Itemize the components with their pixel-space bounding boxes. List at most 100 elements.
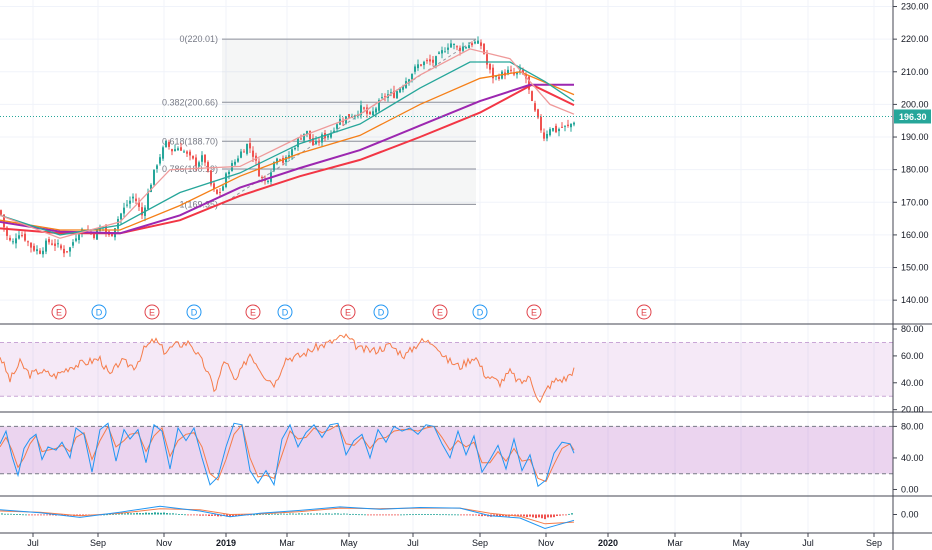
macd-histogram-bar [19, 514, 21, 516]
candle-body [177, 148, 179, 151]
candle-body [417, 64, 419, 69]
macd-histogram-bar [565, 514, 567, 516]
candle-body [495, 75, 497, 77]
macd-histogram-bar [556, 514, 558, 516]
macd-histogram-bar [64, 514, 66, 516]
earnings-marker[interactable]: E [245, 304, 261, 320]
macd-histogram-bar [571, 513, 573, 515]
candle-body [96, 229, 98, 240]
candle-body [336, 124, 338, 129]
time-tick-label: Sep [866, 538, 882, 548]
macd-histogram-bar [397, 514, 399, 516]
macd-histogram-bar [184, 514, 186, 516]
candle-body [36, 249, 38, 252]
candle-body [129, 200, 131, 204]
time-tick-label: May [732, 538, 750, 548]
macd-histogram-bar [262, 513, 264, 515]
macd-histogram-bar [253, 514, 255, 516]
macd-histogram-bar [187, 514, 189, 516]
price-tick-label: 150.00 [901, 263, 929, 273]
candle-body [375, 108, 377, 113]
earnings-marker[interactable]: E [51, 304, 67, 320]
candle-body [315, 141, 317, 144]
earnings-marker[interactable]: E [636, 304, 652, 320]
macd-histogram-bar [517, 514, 519, 517]
dividend-marker[interactable]: D [373, 304, 389, 320]
macd-histogram-bar [412, 514, 414, 516]
macd-histogram-bar [400, 514, 402, 516]
candle-body [162, 147, 164, 159]
earnings-marker[interactable]: E [340, 304, 356, 320]
price-tick-label: 140.00 [901, 295, 929, 305]
macd-histogram-bar [439, 514, 441, 516]
candle-body [297, 138, 299, 148]
candle-body [390, 92, 392, 94]
candle-body [39, 250, 41, 254]
event-circle [277, 304, 293, 320]
macd-histogram-bar [124, 513, 126, 515]
macd-histogram-bar [424, 514, 426, 515]
stochastic-pane [0, 422, 893, 488]
event-circle [91, 304, 107, 320]
event-letter: E [345, 308, 351, 318]
stoch-tick-label: 40.00 [901, 453, 924, 463]
dividend-marker[interactable]: D [186, 304, 202, 320]
macd-histogram-bar [274, 513, 276, 515]
macd-histogram-bar [217, 514, 219, 517]
earnings-marker[interactable]: E [144, 304, 160, 320]
candle-body [294, 148, 296, 150]
candle-body [75, 238, 77, 241]
candle-body [555, 125, 557, 133]
candle-body [363, 107, 365, 109]
rsi-tick-label: 60.00 [901, 351, 924, 361]
candle-body [132, 196, 134, 199]
event-letter: E [437, 308, 443, 318]
fibonacci-retracement[interactable]: 0(220.01)0.382(200.66)0.618(188.70)0.786… [162, 34, 477, 209]
dividend-marker[interactable]: D [472, 304, 488, 320]
time-tick-label: 2019 [216, 538, 236, 548]
macd-histogram-bar [445, 514, 447, 516]
macd-histogram-bar [454, 514, 456, 516]
candle-body [447, 47, 449, 50]
macd-histogram-bar [367, 514, 369, 516]
macd-histogram-bar [484, 514, 486, 516]
macd-histogram-bar [451, 514, 453, 516]
candle-body [489, 63, 491, 70]
candle-body [492, 67, 494, 79]
earnings-marker[interactable]: E [432, 304, 448, 320]
macd-histogram-bar [106, 514, 108, 516]
macd-histogram-bar [301, 513, 303, 515]
candle-body [567, 124, 569, 126]
macd-histogram-bar [541, 514, 543, 519]
macd-histogram-bar [559, 514, 561, 516]
earnings-marker[interactable]: E [526, 304, 542, 320]
rsi-tick-label: 20.00 [901, 405, 924, 415]
candle-body [216, 189, 218, 194]
candle-body [123, 207, 125, 214]
macd-histogram-bar [478, 514, 480, 516]
moving-average-line [0, 48, 575, 239]
candle-body [222, 186, 224, 191]
macd-histogram-bar [448, 514, 450, 516]
dividend-marker[interactable]: D [91, 304, 107, 320]
candle-body [24, 233, 26, 241]
candle-body [453, 44, 455, 46]
candle-body [12, 241, 14, 243]
moving-averages [0, 48, 893, 239]
event-circle [245, 304, 261, 320]
candle-body [552, 128, 554, 131]
macd-histogram-bar [208, 514, 210, 517]
candle-body [402, 86, 404, 90]
macd-histogram-bar [16, 514, 18, 515]
candle-body [459, 47, 461, 51]
macd-histogram-bar [163, 512, 165, 515]
candle-body [540, 116, 542, 131]
rsi-tick-label: 40.00 [901, 378, 924, 388]
candle-body [438, 52, 440, 54]
macd-histogram-bar [520, 514, 522, 516]
fib-level-label: 0.618(188.70) [162, 136, 218, 146]
dividend-marker[interactable]: D [277, 304, 293, 320]
fib-level-label: 1(169.35) [179, 199, 218, 209]
